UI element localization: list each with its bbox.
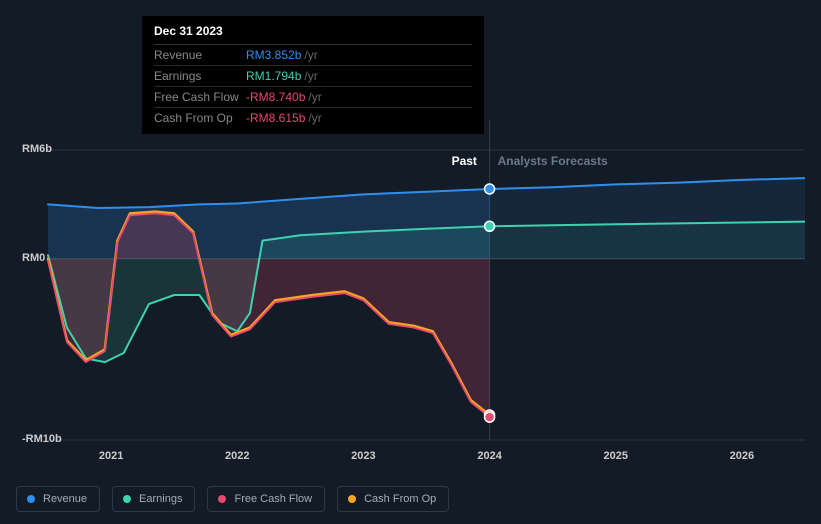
- legend-item-earnings[interactable]: Earnings: [112, 486, 195, 512]
- tooltip-metric-suffix: /yr: [304, 69, 317, 83]
- x-axis-label: 2023: [351, 450, 375, 462]
- chart-legend: Revenue Earnings Free Cash Flow Cash From O…: [16, 486, 449, 512]
- legend-dot-icon: [348, 495, 356, 503]
- hover-tooltip: Dec 31 2023 RevenueRM3.852b/yrEarningsRM…: [142, 16, 484, 134]
- tooltip-row: EarningsRM1.794b/yr: [154, 66, 472, 87]
- tooltip-row: Free Cash Flow-RM8.740b/yr: [154, 87, 472, 108]
- x-axis-label: 2026: [730, 450, 754, 462]
- tooltip-metric-label: Revenue: [154, 48, 246, 62]
- legend-dot-icon: [218, 495, 226, 503]
- tooltip-metric-value: RM3.852b: [246, 48, 301, 62]
- financials-chart[interactable]: RM6b RM0 -RM10b 2021 2022 2023 2024 2025 2026 P…: [16, 120, 805, 470]
- tooltip-metric-value: -RM8.740b: [246, 90, 305, 104]
- legend-dot-icon: [123, 495, 131, 503]
- legend-item-cash-from-op[interactable]: Cash From Op: [337, 486, 449, 512]
- tooltip-metric-label: Free Cash Flow: [154, 90, 246, 104]
- x-axis-label: 2021: [99, 450, 123, 462]
- tooltip-metric-label: Earnings: [154, 69, 246, 83]
- y-axis-label: RM0: [22, 252, 45, 264]
- legend-item-revenue[interactable]: Revenue: [16, 486, 100, 512]
- legend-label: Free Cash Flow: [234, 493, 312, 505]
- past-period-label: Past: [452, 154, 477, 168]
- chart-svg: [16, 120, 805, 470]
- tooltip-metric-suffix: /yr: [308, 90, 321, 104]
- tooltip-row: RevenueRM3.852b/yr: [154, 45, 472, 66]
- y-axis-label: -RM10b: [22, 433, 62, 445]
- forecast-period-label: Analysts Forecasts: [498, 154, 608, 168]
- tooltip-metric-suffix: /yr: [304, 48, 317, 62]
- legend-label: Cash From Op: [364, 493, 436, 505]
- tooltip-date: Dec 31 2023: [154, 24, 472, 45]
- legend-label: Earnings: [139, 493, 182, 505]
- x-axis-label: 2025: [604, 450, 628, 462]
- y-axis-label: RM6b: [22, 143, 52, 155]
- tooltip-metric-value: RM1.794b: [246, 69, 301, 83]
- legend-label: Revenue: [43, 493, 87, 505]
- x-axis-label: 2022: [225, 450, 249, 462]
- legend-dot-icon: [27, 495, 35, 503]
- legend-item-free-cash-flow[interactable]: Free Cash Flow: [207, 486, 325, 512]
- x-axis-label: 2024: [477, 450, 501, 462]
